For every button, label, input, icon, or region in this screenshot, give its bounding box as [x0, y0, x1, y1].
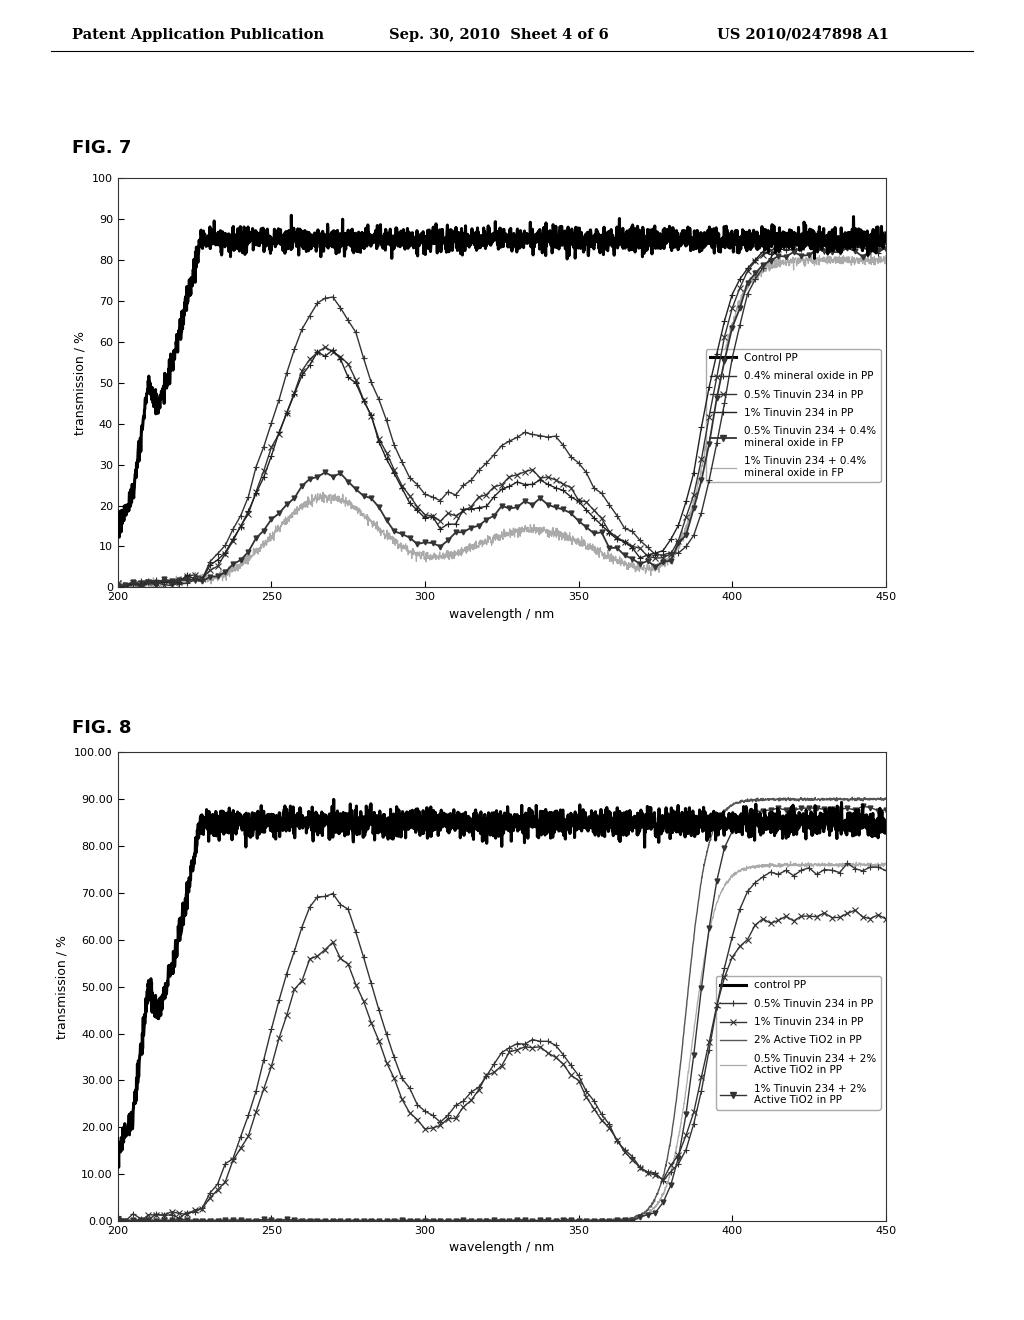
- Y-axis label: transmission / %: transmission / %: [74, 331, 86, 434]
- Legend: Control PP, 0.4% mineral oxide in PP, 0.5% Tinuvin 234 in PP, 1% Tinuvin 234 in : Control PP, 0.4% mineral oxide in PP, 0.…: [706, 348, 881, 482]
- Text: FIG. 7: FIG. 7: [72, 139, 131, 157]
- Y-axis label: transmission / %: transmission / %: [55, 935, 69, 1039]
- X-axis label: wavelength / nm: wavelength / nm: [450, 1241, 554, 1254]
- Text: Patent Application Publication: Patent Application Publication: [72, 28, 324, 42]
- X-axis label: wavelength / nm: wavelength / nm: [450, 607, 554, 620]
- Text: FIG. 8: FIG. 8: [72, 719, 131, 738]
- Text: Sep. 30, 2010  Sheet 4 of 6: Sep. 30, 2010 Sheet 4 of 6: [389, 28, 609, 42]
- Text: US 2010/0247898 A1: US 2010/0247898 A1: [717, 28, 889, 42]
- Legend: control PP, 0.5% Tinuvin 234 in PP, 1% Tinuvin 234 in PP, 2% Active TiO2 in PP, : control PP, 0.5% Tinuvin 234 in PP, 1% T…: [716, 977, 881, 1110]
